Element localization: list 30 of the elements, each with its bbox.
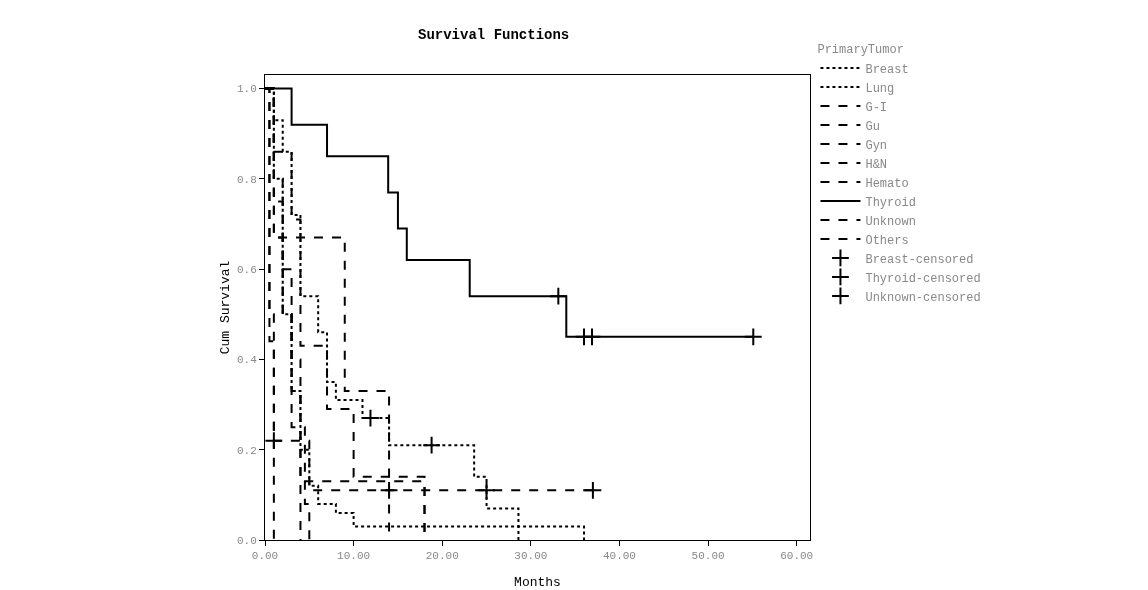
- y-axis-title: Cum Survival: [218, 260, 233, 355]
- legend-label: Breast: [865, 62, 909, 77]
- x-tick-label: 60.00: [780, 550, 814, 563]
- x-tick-label: 40.00: [602, 550, 636, 563]
- legend-label: Gyn: [865, 138, 888, 153]
- x-tick-label: 30.00: [514, 550, 548, 563]
- y-tick-label: 0.0: [236, 534, 257, 547]
- legend-label: H&N: [865, 157, 888, 172]
- legend-label: Others: [865, 233, 909, 248]
- legend-title: PrimaryTumor: [817, 43, 904, 58]
- x-axis-title: Months: [514, 575, 561, 590]
- legend-label: Thyroid-censored: [865, 271, 981, 286]
- chart-title: Survival Functions: [418, 27, 570, 44]
- legend-label: Thyroid: [865, 195, 916, 210]
- x-tick-label: 50.00: [691, 550, 725, 563]
- legend-label: Breast-censored: [865, 252, 974, 267]
- legend-label: Lung: [865, 81, 895, 96]
- legend-label: Unknown-censored: [865, 290, 981, 305]
- y-tick-label: 0.6: [236, 263, 257, 276]
- legend-label: Unknown: [865, 214, 916, 229]
- y-tick-label: 1.0: [236, 83, 257, 96]
- y-tick-label: 0.2: [236, 444, 257, 457]
- y-tick-label: 0.4: [236, 354, 258, 367]
- x-tick-label: 10.00: [337, 550, 371, 563]
- x-tick-label: 0.00: [251, 550, 279, 563]
- legend-label: Hemato: [865, 176, 909, 191]
- x-tick-label: 20.00: [425, 550, 459, 563]
- legend-label: G-I: [865, 100, 888, 115]
- legend-label: Gu: [865, 119, 880, 134]
- y-tick-label: 0.8: [236, 173, 257, 186]
